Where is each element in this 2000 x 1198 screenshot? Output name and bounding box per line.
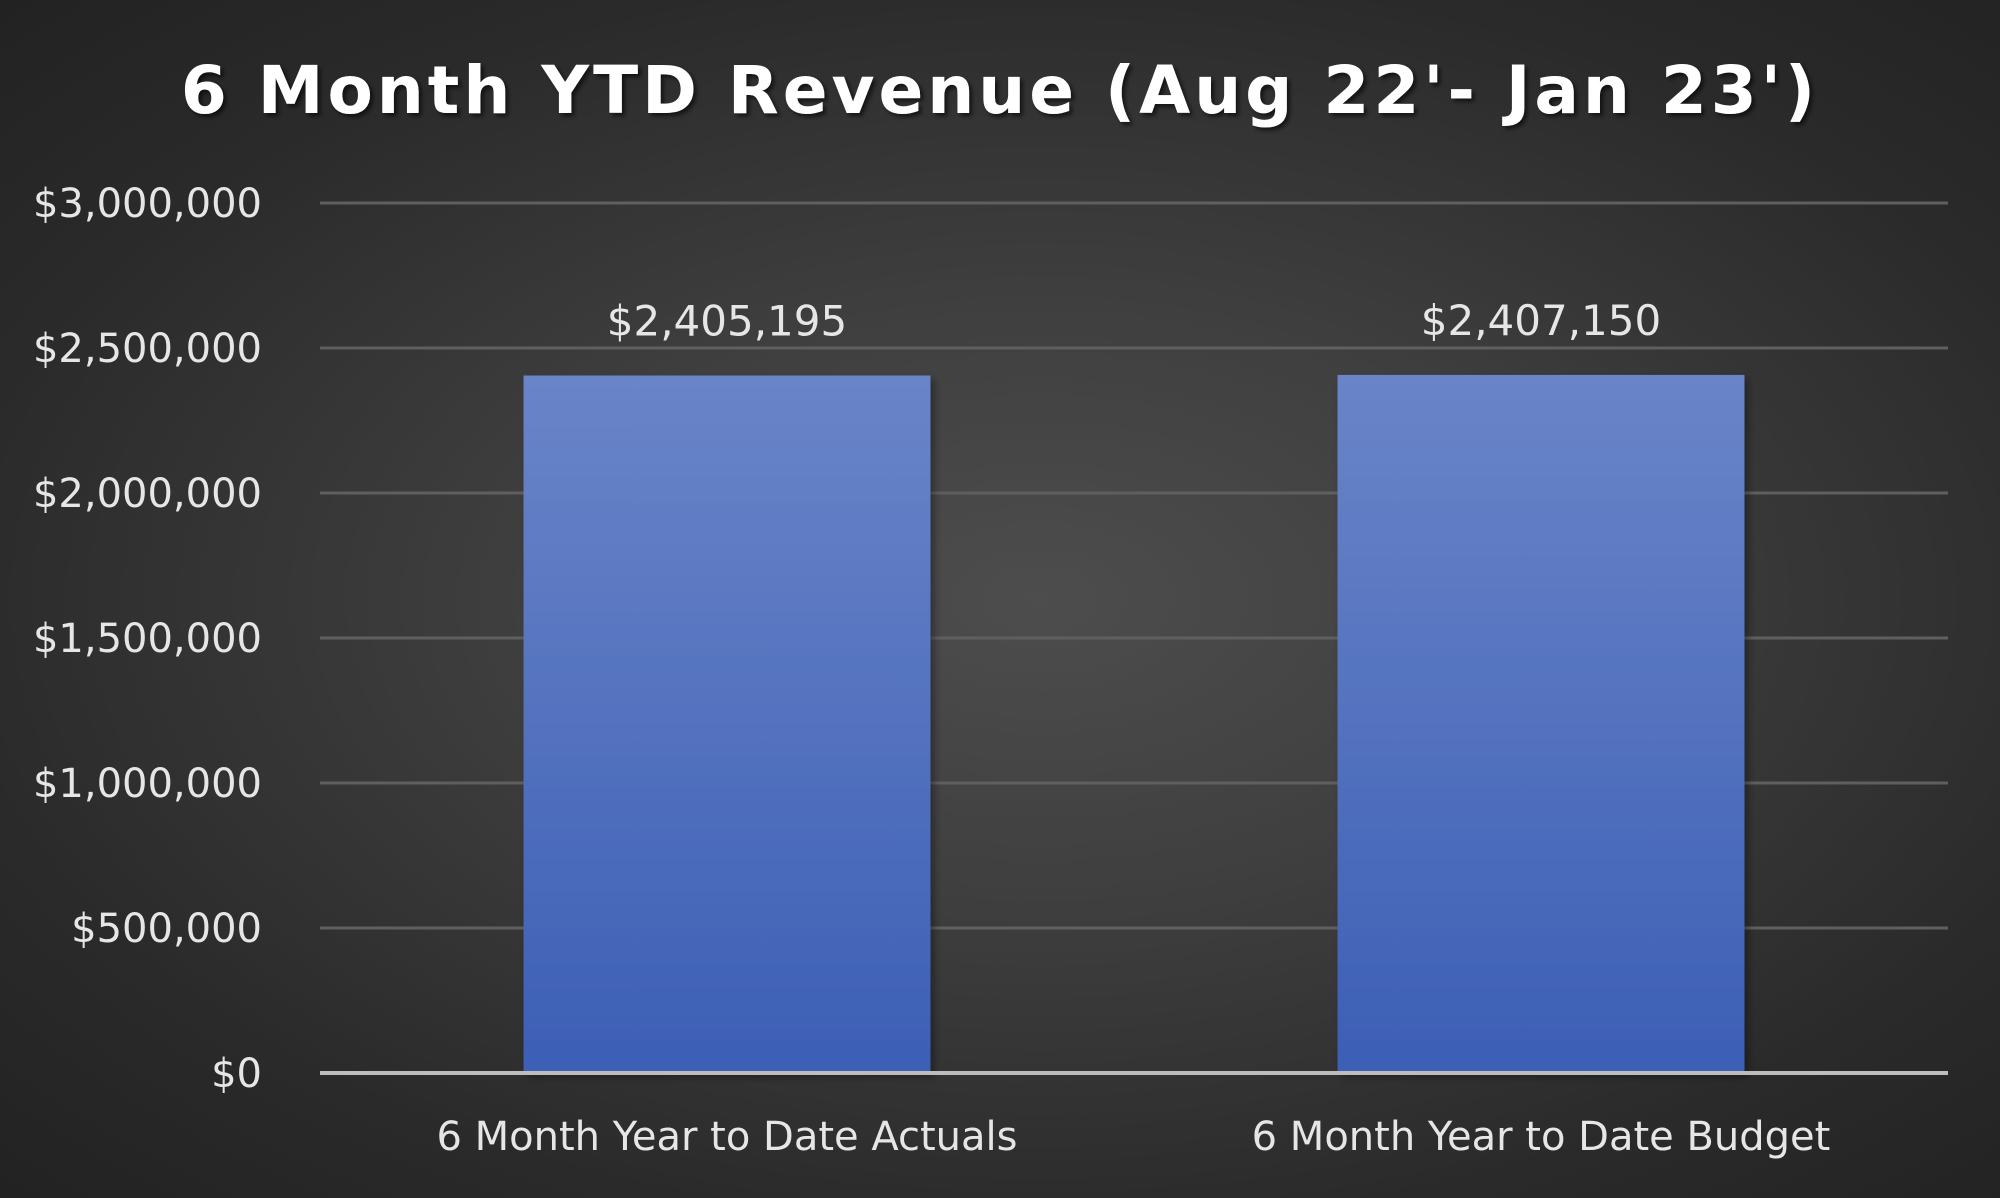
bars xyxy=(523,374,1745,1074)
y-axis-tick-labels: $0 $500,000 $1,000,000 $1,500,000 $2,000,000… xyxy=(33,181,262,1097)
y-tick-label: $2,000,000 xyxy=(33,471,262,517)
data-label: $2,405,195 xyxy=(607,296,847,345)
bar xyxy=(1337,374,1745,1073)
bar xyxy=(523,375,931,1074)
y-tick-label: $1,500,000 xyxy=(33,616,262,662)
data-labels: $2,405,195 $2,407,150 xyxy=(607,296,1661,346)
y-tick-label: $2,500,000 xyxy=(33,326,262,372)
x-category-label: 6 Month Year to Date Actuals xyxy=(437,1114,1018,1160)
y-tick-label: $0 xyxy=(211,1051,262,1097)
y-tick-label: $500,000 xyxy=(71,906,262,952)
data-label: $2,407,150 xyxy=(1421,296,1661,345)
x-axis-category-labels: 6 Month Year to Date Actuals 6 Month Year… xyxy=(437,1114,1831,1160)
y-tick-label: $3,000,000 xyxy=(33,181,262,227)
x-category-label: 6 Month Year to Date Budget xyxy=(1252,1114,1831,1160)
chart-title: 6 Month YTD Revenue (Aug 22'- Jan 23') xyxy=(181,52,1819,129)
y-tick-label: $1,000,000 xyxy=(33,761,262,807)
